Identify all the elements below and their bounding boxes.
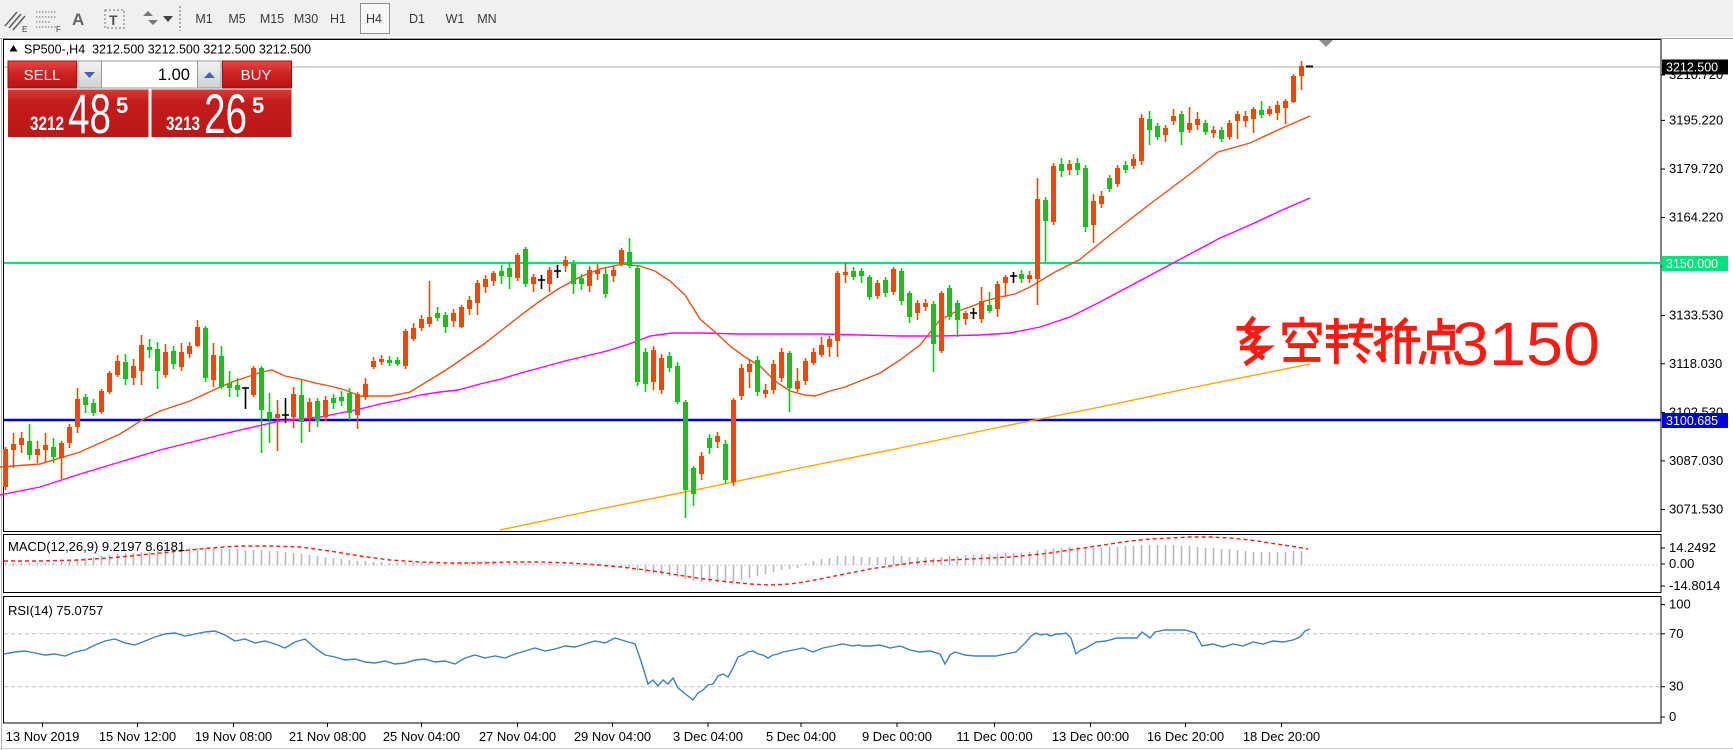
svg-text:5 Dec 04:00: 5 Dec 04:00 (766, 729, 836, 744)
svg-text:3087.030: 3087.030 (1669, 453, 1723, 468)
svg-text:D1: D1 (409, 12, 425, 26)
svg-text:15 Nov 12:00: 15 Nov 12:00 (99, 729, 176, 744)
svg-text:3179.720: 3179.720 (1669, 161, 1723, 176)
svg-text:W1: W1 (446, 12, 465, 26)
svg-text:27 Nov 04:00: 27 Nov 04:00 (479, 729, 556, 744)
svg-text:3212: 3212 (30, 114, 64, 135)
svg-text:H1: H1 (330, 12, 346, 26)
svg-text:100: 100 (1669, 597, 1691, 612)
svg-text:5: 5 (252, 93, 264, 118)
svg-text:E: E (22, 25, 27, 34)
svg-text:3071.530: 3071.530 (1669, 502, 1723, 517)
svg-text:M30: M30 (294, 12, 318, 26)
svg-text:3150: 3150 (1452, 310, 1600, 378)
svg-text:70: 70 (1669, 626, 1683, 641)
svg-text:14.2492: 14.2492 (1669, 540, 1716, 555)
svg-text:H4: H4 (366, 12, 382, 26)
svg-text:16 Dec 20:00: 16 Dec 20:00 (1147, 729, 1224, 744)
svg-text:26: 26 (204, 82, 247, 145)
svg-text:MN: MN (477, 12, 496, 26)
svg-text:3118.030: 3118.030 (1669, 356, 1722, 371)
svg-text:19 Nov 08:00: 19 Nov 08:00 (195, 729, 272, 744)
svg-text:18 Dec 20:00: 18 Dec 20:00 (1243, 729, 1320, 744)
svg-text:M1: M1 (195, 12, 212, 26)
svg-text:3150.000: 3150.000 (1666, 257, 1718, 271)
svg-text:3164.220: 3164.220 (1669, 210, 1723, 225)
svg-text:13 Nov 2019: 13 Nov 2019 (6, 729, 80, 744)
svg-text:3212.500: 3212.500 (1666, 61, 1718, 75)
svg-text:13 Dec 00:00: 13 Dec 00:00 (1052, 729, 1129, 744)
svg-text:T: T (109, 12, 118, 28)
svg-text:0.00: 0.00 (1669, 556, 1694, 571)
svg-text:9 Dec 00:00: 9 Dec 00:00 (862, 729, 932, 744)
svg-text:MACD(12,26,9) 9.2197 8.6181: MACD(12,26,9) 9.2197 8.6181 (8, 539, 185, 554)
svg-text:F: F (56, 25, 61, 34)
svg-text:0: 0 (1669, 709, 1676, 724)
svg-text:3133.530: 3133.530 (1669, 308, 1723, 323)
svg-text:25 Nov 04:00: 25 Nov 04:00 (383, 729, 460, 744)
svg-text:3213: 3213 (166, 114, 200, 135)
svg-text:SP500-,H4 3212.500 3212.500 3: SP500-,H4 3212.500 3212.500 3212.500 321… (24, 43, 311, 57)
svg-text:30: 30 (1669, 679, 1683, 694)
svg-text:BUY: BUY (241, 67, 272, 84)
svg-text:5: 5 (116, 93, 128, 118)
svg-text:11 Dec 00:00: 11 Dec 00:00 (956, 729, 1032, 744)
svg-text:SELL: SELL (24, 67, 61, 84)
svg-text:3 Dec 04:00: 3 Dec 04:00 (673, 729, 743, 744)
svg-text:A: A (72, 10, 84, 29)
svg-text:29 Nov 04:00: 29 Nov 04:00 (574, 729, 651, 744)
svg-text:48: 48 (68, 82, 111, 145)
svg-text:3100.685: 3100.685 (1666, 414, 1718, 428)
svg-text:RSI(14) 75.0757: RSI(14) 75.0757 (8, 603, 103, 618)
svg-text:-14.8014: -14.8014 (1669, 578, 1720, 593)
svg-text:M15: M15 (260, 12, 284, 26)
svg-text:1.00: 1.00 (158, 66, 190, 84)
svg-text:3195.220: 3195.220 (1669, 112, 1723, 127)
svg-text:M5: M5 (228, 12, 245, 26)
svg-text:21 Nov 08:00: 21 Nov 08:00 (289, 729, 366, 744)
